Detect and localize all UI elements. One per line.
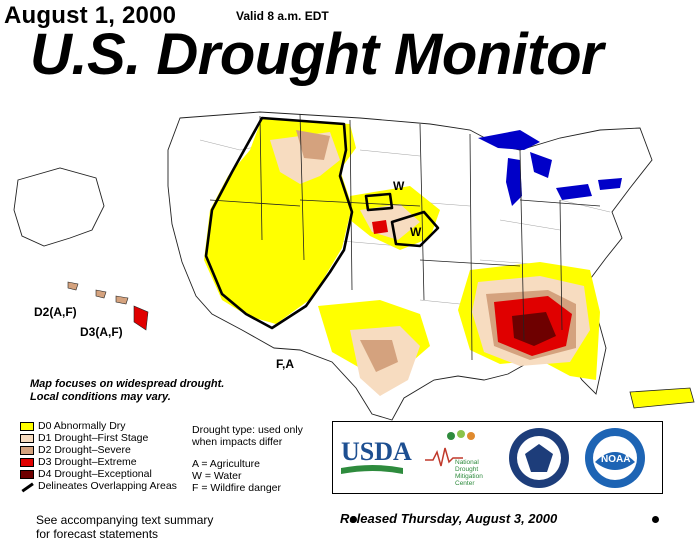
logos-svg: USDA National Drought Mitigation Center … (341, 428, 645, 488)
usda-logo: USDA (341, 437, 412, 474)
text-summary-note: See accompanying text summary for foreca… (36, 513, 214, 541)
legend: D0 Abnormally Dry D1 Drought–First Stage… (20, 420, 177, 492)
release-date: Released Thursday, August 3, 2000 (340, 511, 558, 526)
drought-areas (204, 118, 600, 396)
label-hawaii-d3: D3(A,F) (80, 325, 123, 339)
legend-line: Delineates Overlapping Areas (20, 480, 177, 492)
agency-logos: USDA National Drought Mitigation Center … (332, 421, 663, 494)
d3-swatch (20, 457, 34, 467)
overlap-line-icon (20, 482, 34, 491)
legend-d4: D4 Drought–Exceptional (20, 468, 177, 480)
ndmc-logo: National Drought Mitigation Center (425, 430, 483, 487)
d2-west (296, 130, 330, 160)
svg-text:USDA: USDA (341, 437, 412, 466)
d2-texas (360, 340, 398, 372)
legend-d1: D1 Drought–First Stage (20, 432, 177, 444)
d4-southeast (512, 312, 556, 346)
label-hawaii-d2: D2(A,F) (34, 305, 77, 319)
valid-time: Valid 8 a.m. EDT (236, 9, 329, 23)
alaska (13, 167, 105, 247)
label-w-south: W (410, 225, 422, 239)
puerto-rico (629, 387, 695, 409)
d2-swatch (20, 445, 34, 455)
label-w-north: W (393, 179, 405, 193)
d0-swatch (20, 421, 34, 431)
great-lakes (478, 130, 622, 206)
d1-swatch (20, 433, 34, 443)
legend-d0: D0 Abnormally Dry (20, 420, 177, 432)
footer-bullet-left (350, 516, 357, 523)
page-title: U.S. Drought Monitor (30, 22, 604, 87)
d4-swatch (20, 469, 34, 479)
overlap-line-west (204, 116, 354, 330)
svg-text:Mitigation: Mitigation (455, 473, 483, 480)
hawaii (67, 281, 149, 331)
svg-text:Center: Center (455, 480, 475, 487)
focus-note: Map focuses on widespread drought. Local… (30, 378, 225, 403)
svg-text:National: National (455, 459, 479, 466)
footer-bullet-right (652, 516, 659, 523)
noaa-logo: NOAA (585, 428, 645, 488)
svg-text:Drought: Drought (455, 466, 478, 473)
svg-text:NOAA: NOAA (601, 454, 630, 465)
seal-logo (509, 428, 569, 488)
map-date: August 1, 2000 (4, 2, 177, 29)
legend-d3: D3 Drought–Extreme (20, 456, 177, 468)
overlap-line-north (364, 192, 394, 212)
d3-plains (372, 220, 388, 234)
drought-type-key: Drought type: used only when impacts dif… (192, 424, 303, 494)
drought-map: W W F,A D2(A,F) D3(A,F) (13, 111, 695, 421)
overlap-line-central (390, 210, 440, 248)
label-fa: F,A (276, 357, 294, 371)
legend-d2: D2 Drought–Severe (20, 444, 177, 456)
